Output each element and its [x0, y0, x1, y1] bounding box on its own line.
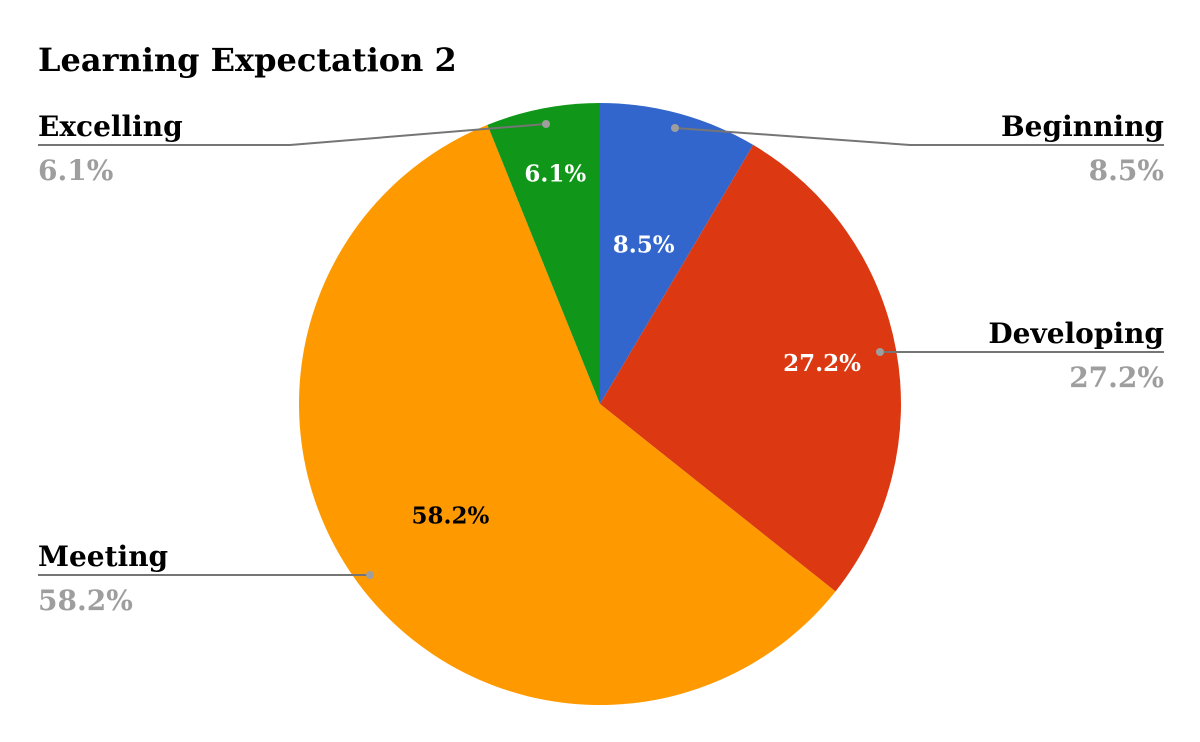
callout-dot-developing [876, 348, 884, 356]
callout-name-developing: Developing [988, 317, 1164, 350]
slice-label-beginning: 8.5% [613, 231, 675, 258]
pie-slice-meeting [298, 124, 836, 706]
pie-slice-excelling [487, 103, 600, 404]
callout-dot-meeting [366, 571, 374, 579]
chart-title: Learning Expectation 2 [38, 41, 457, 79]
pie-slice-labels: 8.5% 27.2% 58.2% 6.1% [411, 161, 861, 530]
callout-dot-excelling [542, 120, 550, 128]
callout-value-beginning: 8.5% [1089, 154, 1164, 187]
slice-label-developing: 27.2% [783, 350, 861, 377]
callout-name-beginning: Beginning [1001, 110, 1164, 143]
callout-value-developing: 27.2% [1069, 361, 1164, 394]
pie-callouts: Beginning 8.5% Developing 27.2% Meeting 58.2%… [38, 110, 1164, 617]
callout-name-meeting: Meeting [38, 540, 168, 573]
pie-slice-beginning [600, 103, 754, 404]
callout-dot-beginning [671, 124, 679, 132]
slice-label-meeting: 58.2% [411, 503, 489, 530]
callout-value-meeting: 58.2% [38, 584, 133, 617]
pie-slices [298, 103, 901, 706]
slice-label-excelling: 6.1% [524, 161, 586, 188]
callout-line-beginning [674, 127, 1164, 146]
callout-value-excelling: 6.1% [38, 154, 113, 187]
callout-line-excelling [38, 123, 547, 146]
callout-name-excelling: Excelling [38, 110, 183, 143]
pie-slice-developing [600, 144, 901, 592]
